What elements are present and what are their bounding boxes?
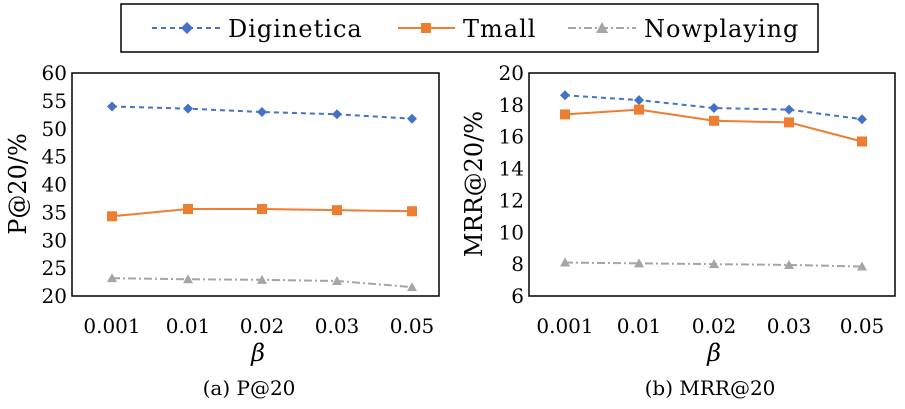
- series-p20: [107, 101, 417, 292]
- y-axis-title-p20: P@20/%: [4, 133, 32, 235]
- x-tick-label-p20-0: 0.001: [83, 314, 140, 338]
- point-mrr20-diginetica-0: [560, 90, 570, 101]
- legend-label-nowplaying: Nowplaying: [644, 15, 799, 43]
- legend-item-nowplaying: Nowplaying: [568, 15, 799, 43]
- point-p20-tmall-2: [257, 204, 267, 215]
- point-p20-nowplaying-3: [332, 275, 342, 285]
- legend-marker-nowplaying: [596, 22, 608, 33]
- x-tick-label-mrr20-3: 0.03: [767, 314, 812, 338]
- plot-area-mrr20: [528, 72, 896, 297]
- x-ticks-mrr20: 0.001 0.01 0.02 0.03 0.05: [536, 314, 884, 338]
- legend-marker-tmall: [421, 23, 431, 33]
- point-p20-diginetica-0: [107, 101, 117, 112]
- subtitle-mrr20: (b) MRR@20: [645, 376, 776, 400]
- point-p20-nowplaying-4: [407, 282, 417, 292]
- legend-label-tmall: Tmall: [463, 15, 536, 43]
- legend-item-tmall: Tmall: [398, 15, 536, 43]
- x-tick-label-p20-3: 0.03: [315, 314, 360, 338]
- x-axis-title-p20: β: [250, 339, 265, 367]
- point-mrr20-nowplaying-2: [709, 259, 719, 269]
- point-mrr20-diginetica-3: [784, 104, 794, 115]
- point-mrr20-nowplaying-4: [857, 261, 867, 271]
- point-mrr20-nowplaying-3: [784, 259, 794, 269]
- x-tick-label-p20-4: 0.05: [390, 314, 435, 338]
- point-mrr20-tmall-0: [560, 109, 570, 120]
- y-tick-label-p20-2: 30: [42, 228, 67, 252]
- legend-marker-diginetica: [181, 22, 193, 34]
- legend-label-diginetica: Diginetica: [228, 15, 363, 43]
- y-tick-label-p20-4: 40: [42, 173, 67, 197]
- y-tick-label-p20-1: 25: [42, 256, 67, 280]
- y-tick-label-mrr20-1: 8: [511, 252, 524, 276]
- point-p20-tmall-3: [332, 205, 342, 216]
- point-mrr20-tmall-3: [784, 117, 794, 128]
- y-tick-label-mrr20-6: 18: [499, 93, 524, 117]
- point-p20-diginetica-1: [183, 103, 193, 114]
- y-tick-label-p20-0: 20: [42, 284, 67, 308]
- y-tick-label-mrr20-2: 10: [499, 220, 524, 244]
- y-tick-label-p20-3: 35: [42, 200, 67, 224]
- plot-area-p20: [71, 72, 440, 297]
- point-mrr20-diginetica-1: [634, 95, 644, 106]
- point-p20-tmall-0: [107, 211, 117, 222]
- x-tick-label-p20-1: 0.01: [166, 314, 211, 338]
- point-p20-nowplaying-2: [257, 274, 267, 284]
- series-mrr20: [560, 90, 867, 271]
- x-axis-title-mrr20: β: [706, 339, 721, 367]
- point-p20-nowplaying-1: [183, 274, 193, 284]
- x-ticks-p20: 0.001 0.01 0.02 0.03 0.05: [83, 314, 434, 338]
- x-tick-label-mrr20-0: 0.001: [536, 314, 593, 338]
- point-mrr20-nowplaying-0: [560, 257, 570, 267]
- subtitle-p20: (a) P@20: [203, 376, 296, 400]
- point-mrr20-nowplaying-1: [634, 258, 644, 268]
- point-p20-tmall-1: [183, 204, 193, 215]
- legend-item-diginetica: Diginetica: [152, 15, 363, 43]
- point-mrr20-tmall-2: [709, 115, 719, 126]
- y-ticks-mrr20: 6 8 10 12 14 16 18 20: [499, 61, 524, 308]
- point-p20-diginetica-2: [257, 107, 267, 118]
- chart-mrr20: 6 8 10 12 14 16 18 20 0.001 0.01 0.02 0.03 0.05 MRR…: [460, 61, 896, 400]
- y-axis-title-mrr20: MRR@20/%: [460, 111, 488, 257]
- point-mrr20-diginetica-2: [709, 103, 719, 114]
- legend: Diginetica Tmall Nowplaying: [120, 3, 819, 53]
- y-tick-label-mrr20-5: 16: [499, 125, 524, 149]
- y-tick-label-p20-7: 55: [42, 89, 67, 113]
- y-tick-label-p20-8: 60: [42, 61, 67, 85]
- legend-box: [120, 3, 819, 53]
- point-p20-nowplaying-0: [107, 273, 117, 283]
- x-tick-label-p20-2: 0.02: [240, 314, 285, 338]
- y-tick-label-mrr20-7: 20: [499, 61, 524, 85]
- y-tick-label-p20-5: 45: [42, 145, 67, 169]
- point-mrr20-diginetica-4: [857, 114, 867, 125]
- y-tick-label-p20-6: 50: [42, 117, 67, 141]
- point-p20-diginetica-4: [407, 113, 417, 124]
- y-tick-label-mrr20-3: 12: [499, 188, 524, 212]
- y-ticks-p20: 20 25 30 35 40 45 50 55 60: [42, 61, 67, 308]
- point-p20-diginetica-3: [332, 109, 342, 120]
- x-tick-label-mrr20-1: 0.01: [617, 314, 662, 338]
- chart-p20: 20 25 30 35 40 45 50 55 60 0.001 0.01 0.02 0.03 0.05…: [4, 61, 440, 400]
- point-mrr20-tmall-1: [634, 104, 644, 115]
- point-mrr20-tmall-4: [857, 136, 867, 147]
- y-tick-label-mrr20-4: 14: [499, 157, 524, 181]
- series-line-mrr20-diginetica: [564, 94, 863, 121]
- point-p20-tmall-4: [407, 206, 417, 217]
- x-tick-label-mrr20-2: 0.02: [692, 314, 737, 338]
- y-tick-label-mrr20-0: 6: [511, 284, 524, 308]
- x-tick-label-mrr20-4: 0.05: [840, 314, 885, 338]
